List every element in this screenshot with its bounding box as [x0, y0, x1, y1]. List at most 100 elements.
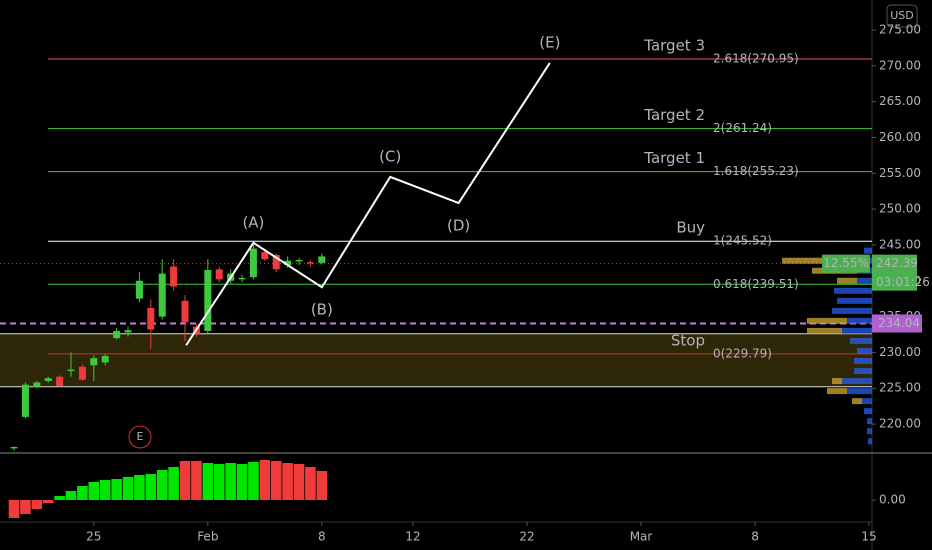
last-price-tag: [872, 254, 917, 291]
indicator-bar: [20, 500, 31, 514]
earnings-marker: [128, 425, 152, 449]
y-tick-label: 245.00: [879, 237, 921, 251]
x-tick-label: 8: [318, 530, 326, 544]
fib-label: 2.618(270.95): [713, 52, 799, 66]
fib-label: 1.618(255.23): [713, 164, 799, 178]
indicator-bar: [65, 491, 77, 500]
indicator-bar: [156, 470, 168, 500]
fib-name: Target 2: [643, 106, 705, 124]
candle-body: [318, 256, 326, 263]
change-label: 12.55%: [823, 256, 869, 270]
indicator-bar: [236, 464, 248, 500]
indicator-bar: [88, 482, 100, 500]
profile-blue: [862, 398, 872, 405]
currency-box[interactable]: [886, 4, 918, 28]
marker-price-label: 234.04: [878, 316, 920, 330]
profile-gold: [827, 388, 847, 395]
candle-body: [10, 446, 18, 449]
profile-blue: [832, 307, 872, 314]
wave-label: (B): [311, 301, 333, 319]
y-tick-label: 230.00: [879, 345, 921, 359]
candle-body: [113, 330, 121, 339]
indicator-bar: [31, 500, 43, 509]
countdown: 03:01:26: [876, 275, 930, 289]
candle-body: [284, 260, 292, 266]
profile-gold: [782, 257, 837, 264]
y-tick-label: 255.00: [879, 166, 921, 180]
indicator-bar: [42, 500, 54, 503]
profile-gold: [837, 277, 857, 284]
candle-body: [33, 382, 41, 387]
x-tick-label: 8: [751, 530, 759, 544]
candle-body: [147, 307, 155, 330]
profile-gold: [852, 398, 862, 405]
profile-blue: [867, 428, 872, 435]
earnings-label: E: [137, 430, 144, 443]
y-tick-label: 225.00: [879, 381, 921, 395]
y-tick-label: 265.00: [879, 94, 921, 108]
currency: USD: [890, 9, 914, 22]
x-tick-label: Mar: [630, 530, 653, 544]
indicator-bar: [293, 464, 305, 500]
profile-blue: [864, 247, 872, 254]
candle-body: [272, 254, 280, 270]
fib-name: Target 1: [643, 149, 705, 167]
profile-blue: [842, 327, 872, 334]
indicator-bar: [191, 461, 202, 500]
candle-body: [170, 266, 178, 287]
profile-blue: [857, 347, 872, 354]
profile-blue: [854, 368, 872, 375]
profile-blue: [854, 358, 872, 365]
indicator-bar: [270, 461, 282, 500]
profile-blue: [857, 277, 872, 284]
indicator-bar: [145, 474, 157, 500]
last-price-label: 242.39: [876, 256, 918, 270]
indicator-bar: [168, 467, 179, 500]
candle-body: [90, 358, 98, 366]
profile-gold: [832, 378, 842, 385]
profile-blue: [834, 287, 872, 294]
indicator-bar: [122, 477, 134, 500]
fib-name: Stop: [671, 331, 705, 349]
marker-price-tag: [872, 314, 922, 333]
profile-blue: [868, 438, 872, 445]
profile-blue: [847, 388, 872, 395]
indicator-bar: [316, 471, 328, 500]
profile-blue: [837, 297, 872, 304]
candle-body: [56, 376, 64, 387]
y-tick-label: 250.00: [879, 202, 921, 216]
indicator-bar: [282, 463, 293, 500]
y-tick-label: 260.00: [879, 130, 921, 144]
candle-body: [21, 384, 29, 417]
profile-blue: [847, 317, 872, 324]
profile-blue: [850, 337, 872, 344]
candle-body: [67, 369, 75, 372]
fib-label: 2(261.24): [713, 121, 772, 135]
candle-body: [135, 280, 143, 299]
indicator-bar: [305, 467, 316, 500]
indicator-bar: [99, 480, 111, 500]
x-tick-label: Feb: [197, 530, 218, 544]
candle-body: [238, 277, 246, 280]
wave-label: (D): [447, 217, 470, 235]
indicator-bar: [77, 486, 88, 500]
candle-body: [261, 252, 269, 260]
indicator-y-tick-label: 0.00: [879, 493, 906, 507]
candle-body: [78, 366, 86, 380]
stop-zone: [0, 333, 872, 387]
indicator-bar: [179, 461, 191, 500]
change-tag: [822, 254, 870, 273]
indicator-bar: [54, 496, 65, 500]
profile-blue: [842, 378, 872, 385]
wave-path: [185, 62, 551, 346]
candle-body: [44, 378, 52, 382]
fib-label: 0.618(239.51): [713, 277, 799, 291]
candle-body: [215, 269, 223, 280]
profile-blue: [864, 408, 872, 415]
wave-label: (E): [539, 33, 560, 51]
indicator-bar: [213, 464, 225, 500]
indicator-bar: [248, 462, 259, 500]
